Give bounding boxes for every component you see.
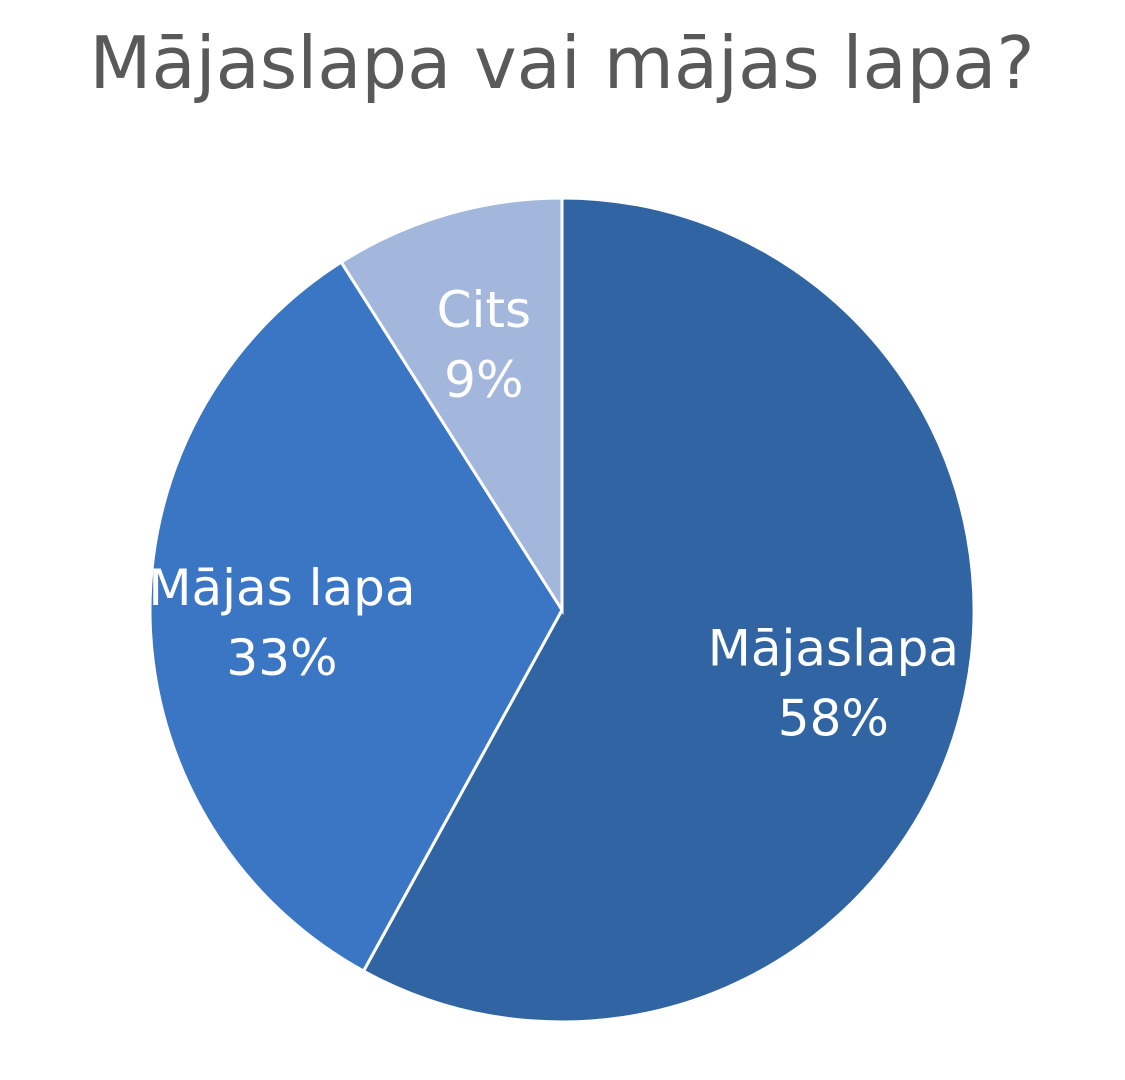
pie-slice (339, 196, 564, 616)
slice-label: Cits (437, 281, 531, 339)
value-label: 33% (226, 629, 337, 687)
slice-label: Mājaslapa (708, 620, 959, 678)
pie-slice (148, 260, 564, 974)
labels: Mājaslapa 58% Mājas lapa 33% Cits 9% (148, 281, 959, 748)
slice-label: Mājas lapa (148, 559, 415, 617)
value-label: 58% (778, 690, 889, 748)
pie-slice (361, 196, 976, 1024)
value-label: 9% (444, 351, 523, 409)
pie (148, 196, 976, 1024)
chart-title: Mājaslapa vai mājas lapa? (89, 21, 1034, 105)
